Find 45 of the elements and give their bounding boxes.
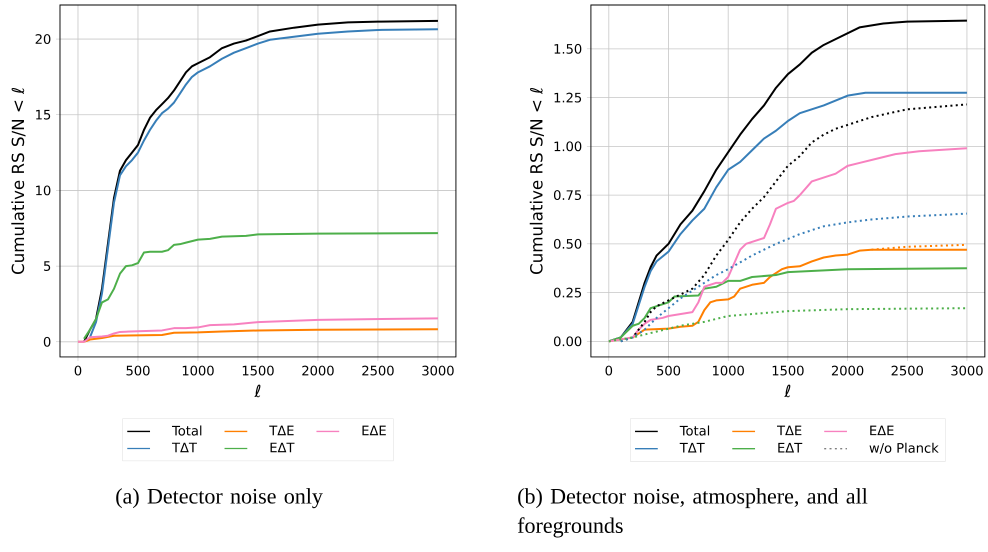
x-tick-label: 3000 [422, 366, 454, 376]
text: (a) Detector noise only [116, 488, 323, 508]
x-tick-label: 2000 [302, 366, 334, 376]
y-axis-title: Cumulative RS S/N < ℓ [530, 88, 544, 274]
x-tick-label: 0 [606, 366, 612, 376]
y-tick-label: 0.50 [554, 238, 582, 249]
legend-label: TΔT [172, 442, 197, 452]
legend-label: w/o Planck [870, 442, 939, 454]
y-tick-label: 0 [44, 336, 50, 347]
y-tick-label: 0.25 [554, 288, 582, 298]
y-tick-label: 10 [36, 186, 50, 196]
x-axis-title: ℓ [254, 384, 260, 398]
y-axis-title: Cumulative RS S/N < ℓ [11, 88, 26, 274]
legend-label: EΔE [870, 426, 894, 436]
y-tick-label: 1.50 [554, 44, 582, 54]
x-tick-label: 1500 [242, 366, 274, 376]
legend-label: TΔE [269, 426, 294, 436]
x-axis-title: ℓ [784, 384, 790, 398]
legend-label: EΔT [270, 442, 295, 452]
y-tick-label: 15 [36, 110, 50, 120]
x-tick-label: 1000 [182, 366, 214, 376]
y-tick-label: 0.75 [554, 190, 582, 200]
x-tick-label: 1000 [713, 366, 744, 376]
x-tick-label: 2500 [892, 366, 923, 376]
legend-label: EΔE [362, 426, 386, 436]
y-tick-label: 1.00 [554, 141, 582, 152]
y-tick-label: 0.00 [554, 336, 582, 346]
y-tick-label: 5 [44, 261, 50, 272]
legend-label: TΔE [776, 426, 802, 436]
y-tick-label: 1.25 [554, 92, 582, 103]
x-tick-label: 500 [126, 366, 150, 376]
legend-label: EΔT [778, 442, 802, 452]
x-tick-label: 0 [74, 366, 82, 376]
legend-label: Total [680, 426, 710, 436]
y-tick-label: 20 [36, 34, 50, 44]
legend-label: Total [172, 426, 202, 436]
line-series [76, 317, 439, 343]
x-tick-label: 3000 [951, 366, 983, 376]
legend-label: TΔT [680, 442, 705, 452]
x-tick-label: 2500 [362, 366, 394, 376]
x-tick-label: 1500 [772, 366, 804, 376]
line-series [82, 232, 439, 340]
text: (b) Detector noise, atmosphere, and all foregrounds [518, 488, 868, 538]
x-tick-label: 500 [657, 366, 680, 376]
x-tick-label: 2000 [832, 366, 864, 376]
